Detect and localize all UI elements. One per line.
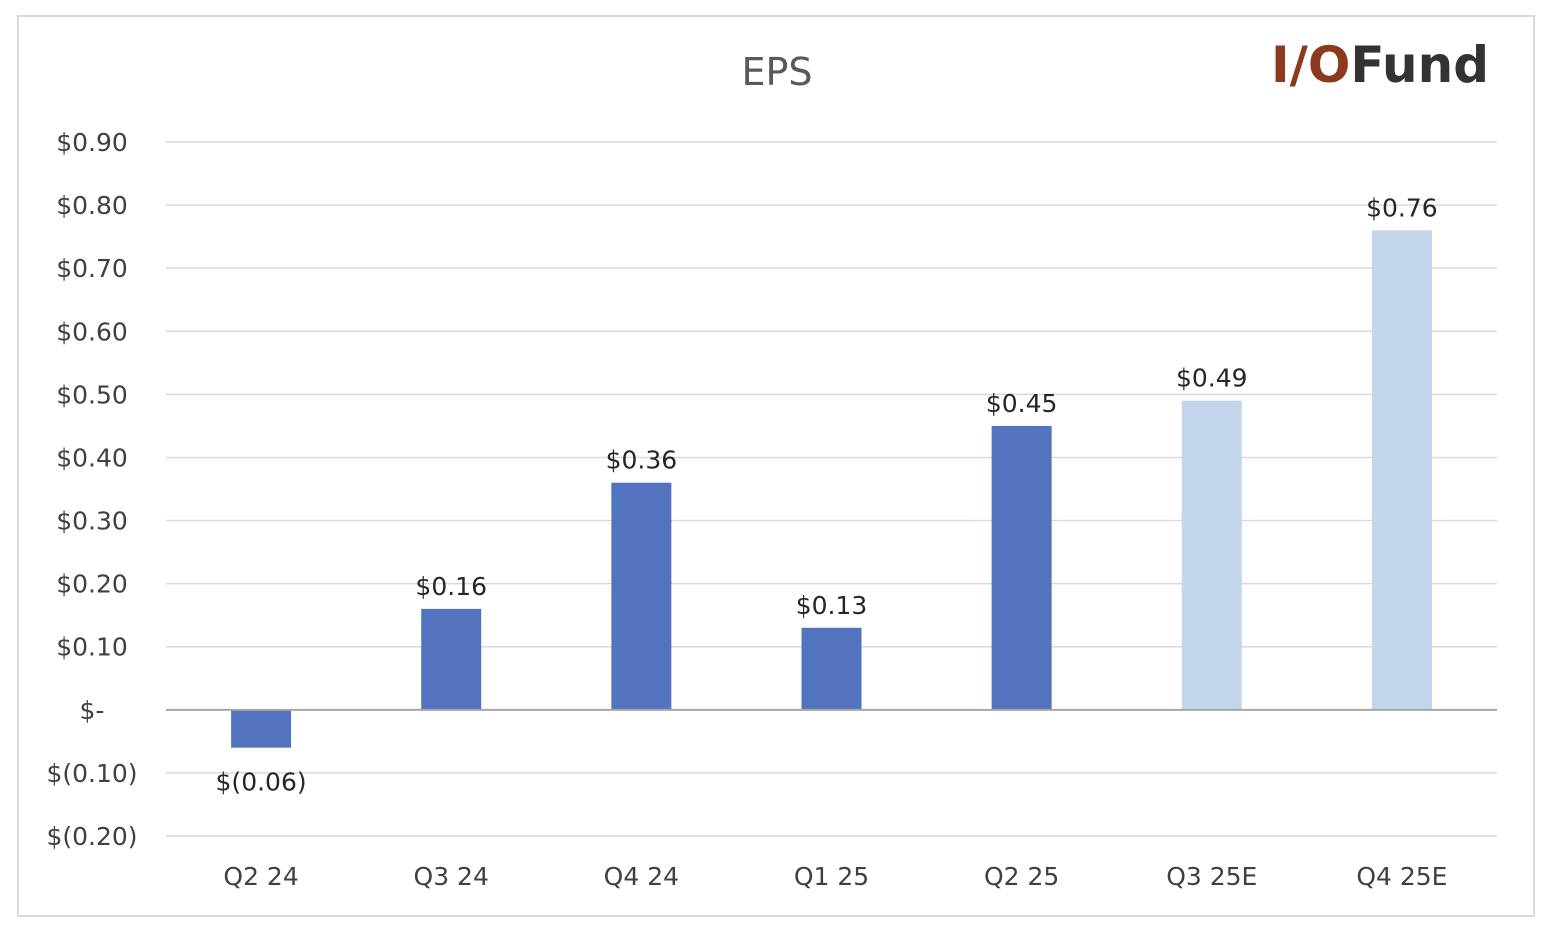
data-label: $0.16 [415, 572, 487, 601]
gridlines [166, 141, 1497, 837]
bars [231, 230, 1432, 748]
y-tick-label: $0.60 [56, 317, 128, 346]
data-label: $0.13 [796, 591, 868, 620]
data-labels: $(0.06) $0.16 $0.36 $0.13 $0.45 $0.49 $0.76 [216, 193, 1438, 796]
chart-title: EPS [741, 50, 812, 94]
x-tick-label: Q1 25 [794, 862, 869, 891]
data-label: $0.36 [606, 446, 678, 475]
y-tick-label: $0.80 [56, 191, 128, 220]
chart-frame [17, 15, 1535, 917]
data-label: $0.49 [1176, 364, 1248, 393]
data-label: $0.76 [1366, 193, 1438, 222]
x-tick-label: Q4 24 [604, 862, 679, 891]
y-tick-label: $(0.10) [46, 759, 137, 788]
x-tick-label: Q3 24 [414, 862, 489, 891]
data-label: $(0.06) [216, 768, 307, 797]
data-label: $0.45 [986, 389, 1058, 418]
brand-logo: I/OFund [1271, 36, 1489, 94]
logo-suffix: Fund [1350, 36, 1489, 94]
bar-q3-25e [1181, 400, 1242, 710]
y-tick-label: $(0.20) [46, 822, 137, 851]
y-tick-label: $- [80, 696, 105, 725]
bar-q3-24 [421, 608, 482, 710]
x-tick-label: Q2 25 [984, 862, 1059, 891]
y-tick-label: $0.20 [56, 570, 128, 599]
y-tick-label: $0.50 [56, 380, 128, 409]
y-tick-label: $0.40 [56, 443, 128, 472]
bar-q4-25e [1371, 230, 1432, 710]
bar-q2-24 [231, 709, 292, 748]
svg-text:I/OFund: I/OFund [1271, 36, 1489, 94]
x-tick-label: Q3 25E [1166, 862, 1257, 891]
y-tick-label: $0.30 [56, 507, 128, 536]
x-tick-label: Q4 25E [1356, 862, 1447, 891]
logo-prefix: I/O [1271, 36, 1350, 94]
y-tick-label: $0.10 [56, 633, 128, 662]
bar-q2-25 [991, 425, 1052, 710]
y-tick-label: $0.90 [56, 128, 128, 157]
axis: $0.90 $0.80 $0.70 $0.60 $0.50 $0.40 $0.30 $0.20… [46, 128, 1497, 891]
bar-q4-24 [611, 482, 672, 710]
x-tick-label: Q2 24 [223, 862, 298, 891]
bar-q1-25 [801, 627, 862, 710]
y-tick-label: $0.70 [56, 254, 128, 283]
